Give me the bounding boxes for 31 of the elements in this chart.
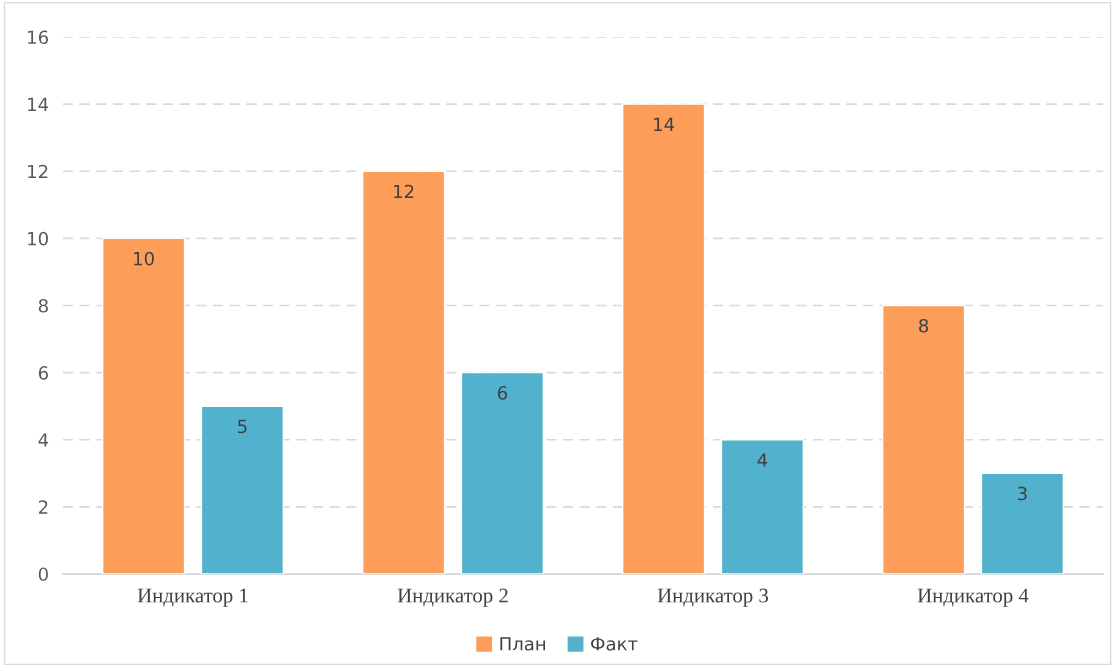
bar	[720, 439, 805, 574]
bar	[621, 103, 706, 574]
bar	[200, 405, 285, 574]
x-tick-label: Индикатор 3	[657, 588, 769, 607]
legend-label: План	[500, 637, 545, 651]
y-tick-label: 8	[38, 298, 48, 313]
data-label: 10	[134, 251, 154, 266]
data-label: 3	[1018, 486, 1027, 501]
bar	[101, 237, 186, 574]
bar	[460, 371, 545, 574]
bar	[980, 472, 1065, 574]
data-label: 12	[394, 184, 414, 199]
y-tick-label: 10	[28, 231, 48, 246]
y-tick-label: 14	[28, 97, 49, 111]
bar	[881, 304, 966, 574]
data-label: 6	[497, 386, 508, 400]
x-tick-label: Индикатор 2	[397, 588, 508, 607]
y-tick-label: 16	[28, 30, 48, 45]
y-tick-label: 6	[38, 366, 48, 380]
legend-label: Факт	[591, 637, 638, 651]
data-label: 5	[238, 419, 247, 434]
data-label: 4	[757, 453, 768, 467]
y-tick-label: 0	[38, 567, 48, 582]
data-label: 14	[654, 117, 675, 131]
data-label: 8	[919, 318, 929, 333]
y-tick-label: 4	[38, 433, 49, 447]
x-tick-label: Индикатор 4	[917, 588, 1029, 607]
bar	[361, 170, 446, 574]
y-tick-label: 12	[28, 164, 48, 179]
x-tick-label: Индикатор 1	[137, 588, 248, 607]
y-tick-label: 2	[38, 500, 48, 514]
